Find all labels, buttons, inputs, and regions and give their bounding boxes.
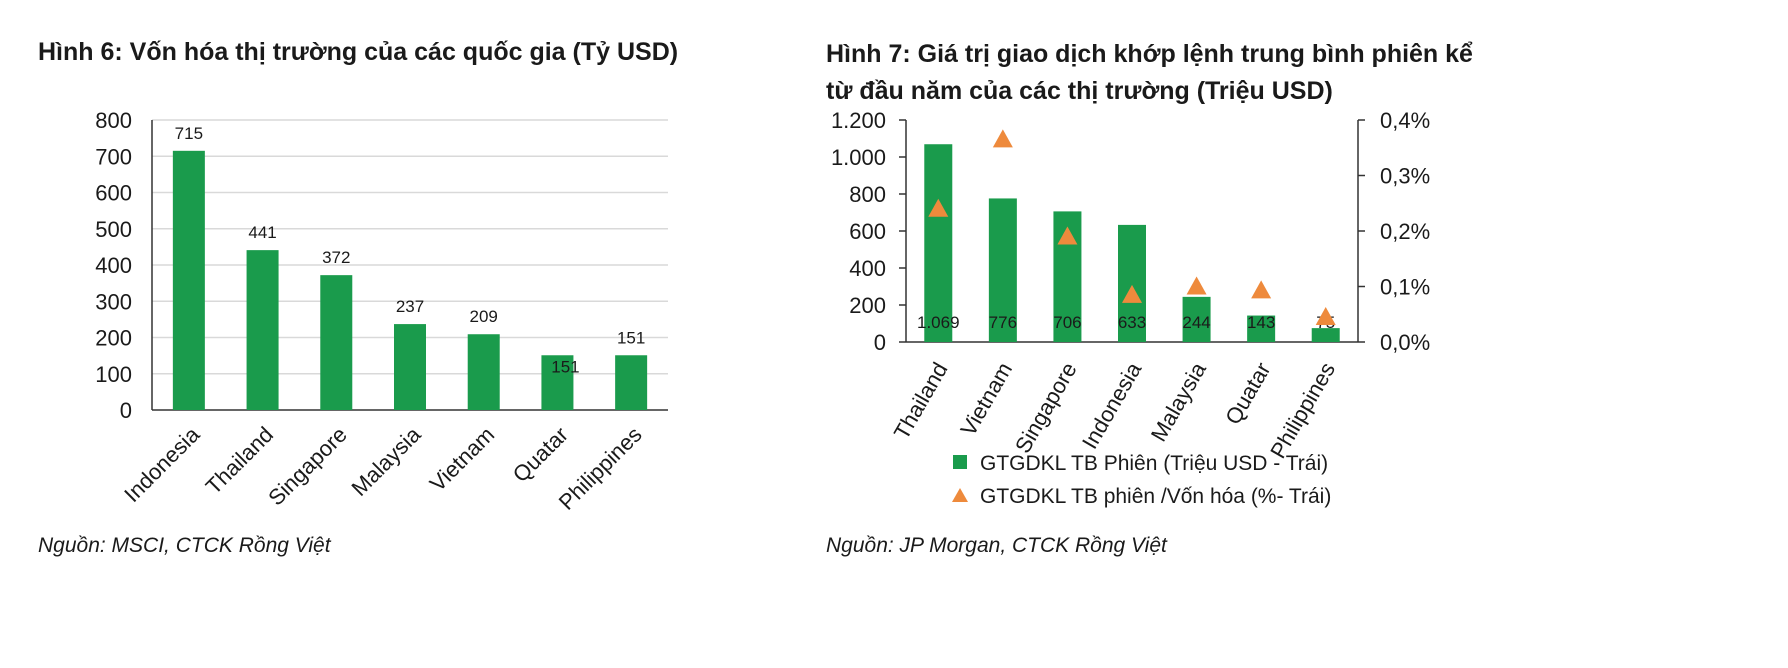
chart2-category-label: Thailand [889, 358, 953, 444]
chart1-bar [172, 150, 205, 410]
chart1-ytick-label: 300 [95, 289, 132, 314]
chart1-ytick-label: 200 [95, 326, 132, 351]
chart2-y2tick-label: 0,1% [1380, 275, 1430, 300]
chart2-ytick-label: 600 [849, 219, 886, 244]
chart2-title-line2: từ đầu năm của các thị trường (Triệu USD… [826, 77, 1333, 105]
chart2-bar [1311, 328, 1340, 342]
chart2-bar [1118, 224, 1146, 342]
chart1-data-label: 209 [470, 307, 498, 326]
chart2-bar [988, 198, 1017, 342]
chart2-source: Nguồn: JP Morgan, CTCK Rồng Việt [826, 534, 1167, 557]
chart2-legend-swatch-bar [953, 455, 967, 469]
chart1-ytick-label: 100 [95, 362, 132, 387]
chart2-triangle-marker [1315, 307, 1336, 326]
chart1-data-label: 237 [396, 297, 424, 316]
chart1-ytick-label: 600 [95, 181, 132, 206]
chart2-category-label: Vietnam [955, 358, 1017, 440]
chart2-data-label: 1.069 [917, 313, 960, 332]
chart1-ytick-label: 0 [120, 398, 132, 423]
chart2-category-label: Singapore [1010, 358, 1082, 457]
chart1-ytick-label: 800 [95, 108, 132, 133]
chart2-ytick-label: 0 [874, 330, 886, 355]
chart1-data-label: 715 [175, 124, 203, 143]
chart1-source: Nguồn: MSCI, CTCK Rồng Việt [38, 534, 331, 557]
chart1-title: Hình 6: Vốn hóa thị trường của các quốc … [38, 38, 679, 66]
chart2-legend-label-triangle: GTGDKL TB phiên /Vốn hóa (%- Trái) [980, 485, 1331, 508]
chart1-plot: 0100200300400500600700800715Indonesia441… [95, 108, 668, 515]
chart2-y2tick-label: 0,2% [1380, 219, 1430, 244]
chart1-bar [615, 355, 648, 410]
chart2-ytick-label: 1.000 [831, 145, 886, 170]
chart2-bar [924, 144, 953, 342]
chart2-ytick-label: 400 [849, 256, 886, 281]
chart2-data-label: 706 [1053, 313, 1081, 332]
chart2-ytick-label: 200 [849, 293, 886, 318]
chart2-data-label: 776 [989, 313, 1017, 332]
chart1-bar [246, 250, 279, 410]
chart2-data-label: 143 [1247, 313, 1275, 332]
chart2-triangle-marker [1122, 284, 1142, 303]
chart2-triangle-marker [992, 129, 1013, 148]
chart2-category-label: Quatar [1220, 358, 1275, 429]
chart1-ytick-label: 500 [95, 217, 132, 242]
chart1-data-label: 441 [248, 223, 276, 242]
chart1-data-label: 151 [551, 357, 579, 376]
chart1-bar [467, 334, 500, 410]
chart2-ytick-label: 1.200 [831, 108, 886, 133]
chart1-bar [320, 275, 353, 410]
chart2-triangle-marker [1057, 226, 1078, 245]
chart1-bar [541, 355, 574, 410]
chart2-bar [1182, 296, 1211, 342]
chart1-data-label: 151 [617, 328, 645, 347]
chart1-bar [394, 324, 426, 410]
chart1-ytick-label: 400 [95, 253, 132, 278]
chart2-data-label: 633 [1118, 313, 1146, 332]
chart2-category-label: Indonesia [1077, 357, 1147, 453]
chart2-triangle-marker [1186, 276, 1207, 295]
chart2-category-label: Malaysia [1146, 357, 1211, 445]
chart2-y2tick-label: 0,0% [1380, 330, 1430, 355]
chart2-ytick-label: 800 [849, 182, 886, 207]
chart2-legend-swatch-triangle [952, 488, 968, 502]
chart2-data-label: 244 [1182, 313, 1210, 332]
chart2-category-label: Philippines [1265, 358, 1340, 463]
chart2-legend-label-bar: GTGDKL TB Phiên (Triệu USD - Trái) [980, 452, 1328, 475]
chart2-triangle-marker [928, 198, 949, 217]
chart2-y2tick-label: 0,3% [1380, 164, 1430, 189]
chart2-bar [1247, 315, 1276, 342]
chart1-ytick-label: 700 [95, 144, 132, 169]
chart1-data-label: 372 [322, 248, 350, 267]
chart2-y2tick-label: 0,4% [1380, 108, 1430, 133]
chart2-title-line1: Hình 7: Giá trị giao dịch khớp lệnh trun… [826, 40, 1473, 68]
chart2-triangle-marker [1251, 280, 1272, 299]
